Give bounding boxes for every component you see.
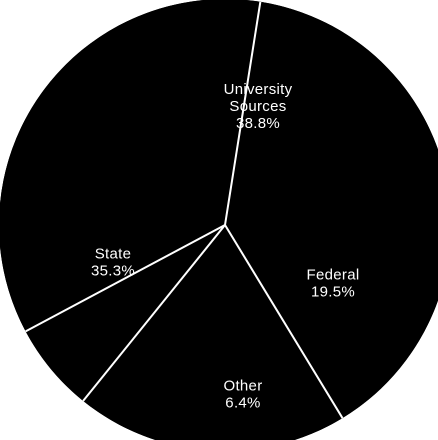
pie-divider-line: [25, 224, 226, 333]
pie-dividers: [25, 1, 344, 419]
pie-slice-name-label: Federal: [307, 267, 360, 284]
pie-slice-name-label: University: [224, 81, 293, 98]
pie-slice-label: Other 6.4%: [223, 378, 262, 412]
pie-slice-other: [25, 225, 225, 401]
pie-slice-state: [0, 0, 261, 332]
pie-divider-line: [224, 224, 344, 419]
pie-slice-label: State 35.3%: [91, 246, 135, 280]
pie-divider-line: [82, 224, 226, 402]
pie-slice-value-label: 38.8%: [236, 115, 280, 132]
pie-slice-university-sources: [225, 1, 438, 419]
pie-slice-name-label: Sources: [229, 98, 286, 115]
pie-slice-federal: [83, 225, 343, 440]
pie-slice-value-label: 6.4%: [225, 395, 260, 412]
pie-labels: University Sources 38.8% Federal 19.5% Other 6…: [91, 81, 360, 412]
pie-slice-name-label: Other: [223, 378, 262, 395]
pie-slice-value-label: 35.3%: [91, 263, 135, 280]
pie-slice-value-label: 19.5%: [311, 284, 355, 301]
pie-divider-line: [224, 1, 262, 226]
pie-slice-label: University Sources 38.8%: [224, 81, 293, 132]
pie-slice-name-label: State: [95, 246, 132, 263]
pie-slice-label: Federal 19.5%: [307, 267, 360, 301]
